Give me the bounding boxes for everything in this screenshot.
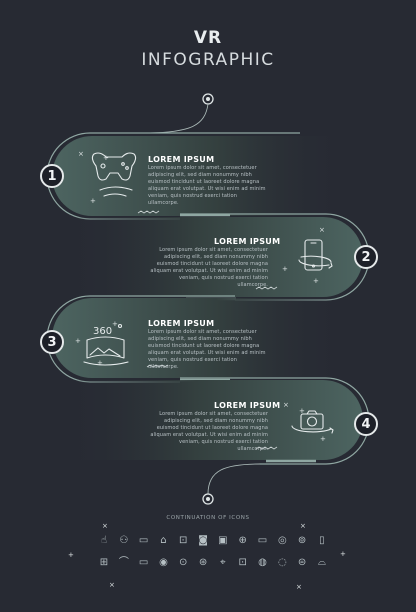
step-3-body: Lorem ipsum dolor sit amet, consectetuer… (148, 329, 266, 370)
camera-360-icon (291, 410, 334, 434)
vr-mini-icon: ▯ (319, 535, 325, 546)
vr-mini-icon: ▣ (218, 535, 228, 546)
step-4-body: Lorem ipsum dolor sit amet, consectetuer… (150, 411, 268, 452)
vr-mini-icon: ⌖ (220, 557, 226, 568)
vr-mini-icon: ◉ (159, 557, 168, 568)
vr-mini-icon: ◙ (198, 535, 208, 546)
vr-mini-icon: ⚇ (119, 535, 129, 546)
vr-mini-icon: ⊡ (179, 535, 188, 546)
vr-mini-icon: ⊡ (238, 557, 247, 568)
page-title: VR (193, 28, 223, 48)
vr-mini-icon: ⌂ (160, 535, 167, 546)
step-4-number: 4 (354, 412, 378, 436)
step-3-heading: LOREM IPSUM (148, 319, 215, 328)
vr-mini-icon: ⌓ (317, 557, 326, 568)
svg-text:+: + (340, 550, 346, 558)
svg-text:×: × (319, 226, 325, 234)
vr-mini-icon: ⌒ (118, 557, 129, 568)
svg-text:+: + (112, 320, 118, 328)
vr-mini-icon: ⊞ (99, 557, 109, 568)
vr-gamepad-icon (91, 152, 137, 197)
vr-mini-icon: ◌ (277, 557, 287, 568)
panorama-360-icon: 360 (83, 323, 129, 366)
vr-mini-icon: ◍ (258, 557, 267, 568)
svg-text:+: + (313, 277, 319, 285)
vr-mini-icon: ⊜ (297, 557, 307, 568)
icon-row-2: ⊞ ⌒ ▭ ◉ ⊙ ⊛ ⌖ ⊡ ◍ ◌ ⊜ ⌓ (98, 557, 328, 569)
svg-text:+: + (282, 265, 288, 273)
page-subtitle: INFOGRAPHIC (141, 50, 275, 70)
vr-mini-icon: ⊙ (179, 557, 188, 568)
svg-text:+: + (75, 337, 81, 345)
svg-text:+: + (103, 154, 109, 162)
svg-text:×: × (109, 581, 115, 589)
svg-text:×: × (300, 522, 306, 530)
step-1-number: 1 (40, 164, 64, 188)
svg-text:+: + (90, 197, 96, 205)
step-2-heading: LOREM IPSUM (214, 237, 281, 246)
vr-mini-icon: ▭ (138, 535, 149, 546)
vr-mini-icon: ▭ (257, 535, 268, 546)
svg-text:×: × (283, 401, 289, 409)
step-4-panel (60, 380, 363, 460)
svg-text:+: + (320, 435, 326, 443)
step-2-number: 2 (354, 245, 378, 269)
end-dot (202, 493, 214, 505)
step-4-heading: LOREM IPSUM (214, 401, 281, 410)
step-3-number: 3 (40, 330, 64, 354)
vr-mini-icon: ⊛ (198, 557, 208, 568)
step-1-heading: LOREM IPSUM (148, 155, 215, 164)
step-2-body: Lorem ipsum dolor sit amet, consectetuer… (150, 247, 268, 288)
vr-mini-icon: ☝ (100, 535, 108, 546)
svg-text:+: + (68, 551, 74, 559)
vr-mini-icon: ⊚ (297, 535, 307, 546)
vr-mini-icon: ◎ (277, 535, 287, 546)
icon-row-1: ☝ ⚇ ▭ ⌂ ⊡ ◙ ▣ ⊕ ▭ ◎ ⊚ ▯ (98, 535, 328, 547)
svg-text:×: × (78, 150, 84, 158)
vr-mini-icon: ▭ (138, 557, 149, 568)
svg-text:×: × (296, 583, 302, 591)
svg-text:×: × (102, 522, 108, 530)
svg-text:+: + (97, 359, 103, 367)
step-2-panel (60, 217, 363, 297)
icons-caption: CONTINUATION OF ICONS (166, 515, 250, 521)
svg-text:+: + (299, 407, 305, 415)
vr-mini-icon: ⊕ (238, 535, 247, 546)
smartphone-rotate-icon (298, 239, 333, 271)
step-1-body: Lorem ipsum dolor sit amet, consectetuer… (148, 165, 266, 206)
svg-text:360: 360 (93, 326, 112, 337)
step-3-panel (52, 298, 350, 378)
